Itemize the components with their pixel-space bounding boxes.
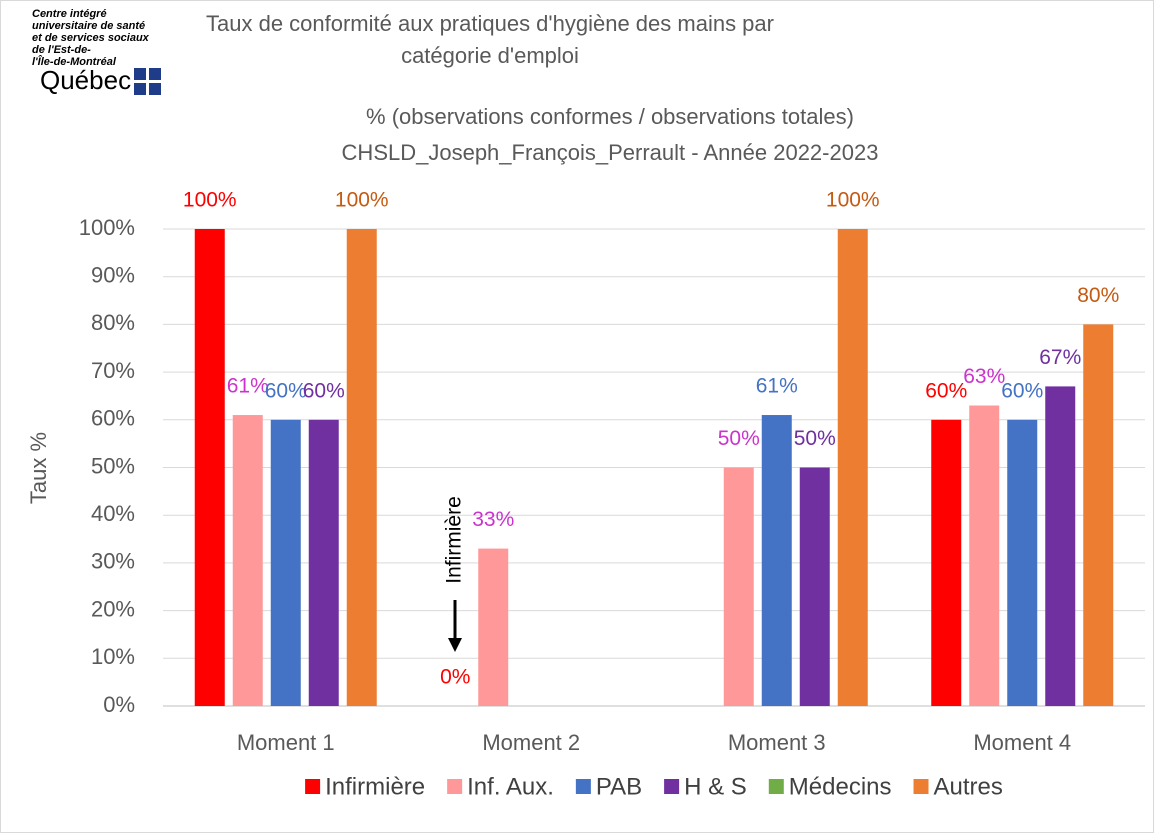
legend-label: Médecins [789,773,892,800]
legend-swatch [575,779,591,794]
data-label: 33% [472,508,514,531]
bar [969,405,1000,706]
x-tick-label: Moment 2 [482,730,580,755]
data-label: 0% [440,666,470,689]
logo-line: universitaire de santé [32,20,145,32]
bar [837,229,868,706]
data-label: 50% [794,427,836,450]
y-tick-label: 30% [91,549,135,574]
logo-line: l'Île-de-Montréal [32,55,117,68]
logo-line: Centre intégré [32,8,107,20]
x-tick-label: Moment 1 [237,730,335,755]
data-label: 60% [925,379,967,402]
annotation: Infirmière [443,496,466,584]
bar [1083,324,1114,706]
data-label: 67% [1039,346,1081,369]
y-tick-label: 60% [91,406,135,431]
y-tick-label: 50% [91,453,135,478]
logo-flag [134,68,161,95]
legend-label: H & S [684,773,747,800]
annotation-arrowhead [448,638,462,652]
legend-swatch [447,779,463,794]
x-tick-label: Moment 4 [973,730,1071,755]
bar [308,419,339,706]
legend-label: Inf. Aux. [467,773,554,800]
legend-label: Infirmière [325,773,425,800]
legend: Infirmière Inf. Aux. PAB H & S Médecins Autre… [305,773,1003,800]
data-label: 61% [756,375,798,398]
y-axis-label: Taux % [26,432,51,504]
y-tick-label: 90% [91,263,135,288]
y-tick-label: 10% [91,644,135,669]
bar [931,419,962,706]
data-label: 100% [335,189,389,212]
legend-swatch [913,779,929,794]
logo-line: de l'Est-de- [32,44,91,56]
bar [1007,419,1038,706]
legend-label: PAB [596,773,642,800]
chart-subtitle: CHSLD_Joseph_François_Perrault - Année 2… [341,140,879,165]
y-tick-label: 20% [91,596,135,621]
data-label: 60% [1001,379,1043,402]
data-label: 80% [1077,284,1119,307]
data-label: 100% [826,189,880,212]
bar [346,229,377,706]
logo-line: et de services sociaux [32,32,150,44]
y-tick-label: 80% [91,310,135,335]
data-label: 61% [227,375,269,398]
chart-subtitle: % (observations conformes / observations… [366,104,854,129]
y-tick-label: 0% [103,692,135,717]
bar [478,548,509,706]
chart-title: Taux de conformité aux pratiques d'hygiè… [206,11,774,68]
data-label: 63% [963,365,1005,388]
data-label: 50% [718,427,760,450]
bar [799,467,830,706]
x-tick-label: Moment 3 [728,730,826,755]
bar [194,229,225,706]
bar [1045,386,1076,706]
bar [761,415,792,706]
legend-label: Autres [934,773,1003,800]
bar [232,415,263,706]
logo-brand: Québec [40,65,131,95]
legend-swatch [305,779,321,794]
bar [723,467,754,706]
legend-swatch [664,779,680,794]
data-label: 60% [303,379,345,402]
y-tick-label: 40% [91,501,135,526]
y-tick-label: 100% [79,215,135,240]
data-label: 100% [183,189,237,212]
y-tick-label: 70% [91,358,135,383]
data-label: 60% [265,379,307,402]
bar [270,419,301,706]
legend-swatch [768,779,784,794]
